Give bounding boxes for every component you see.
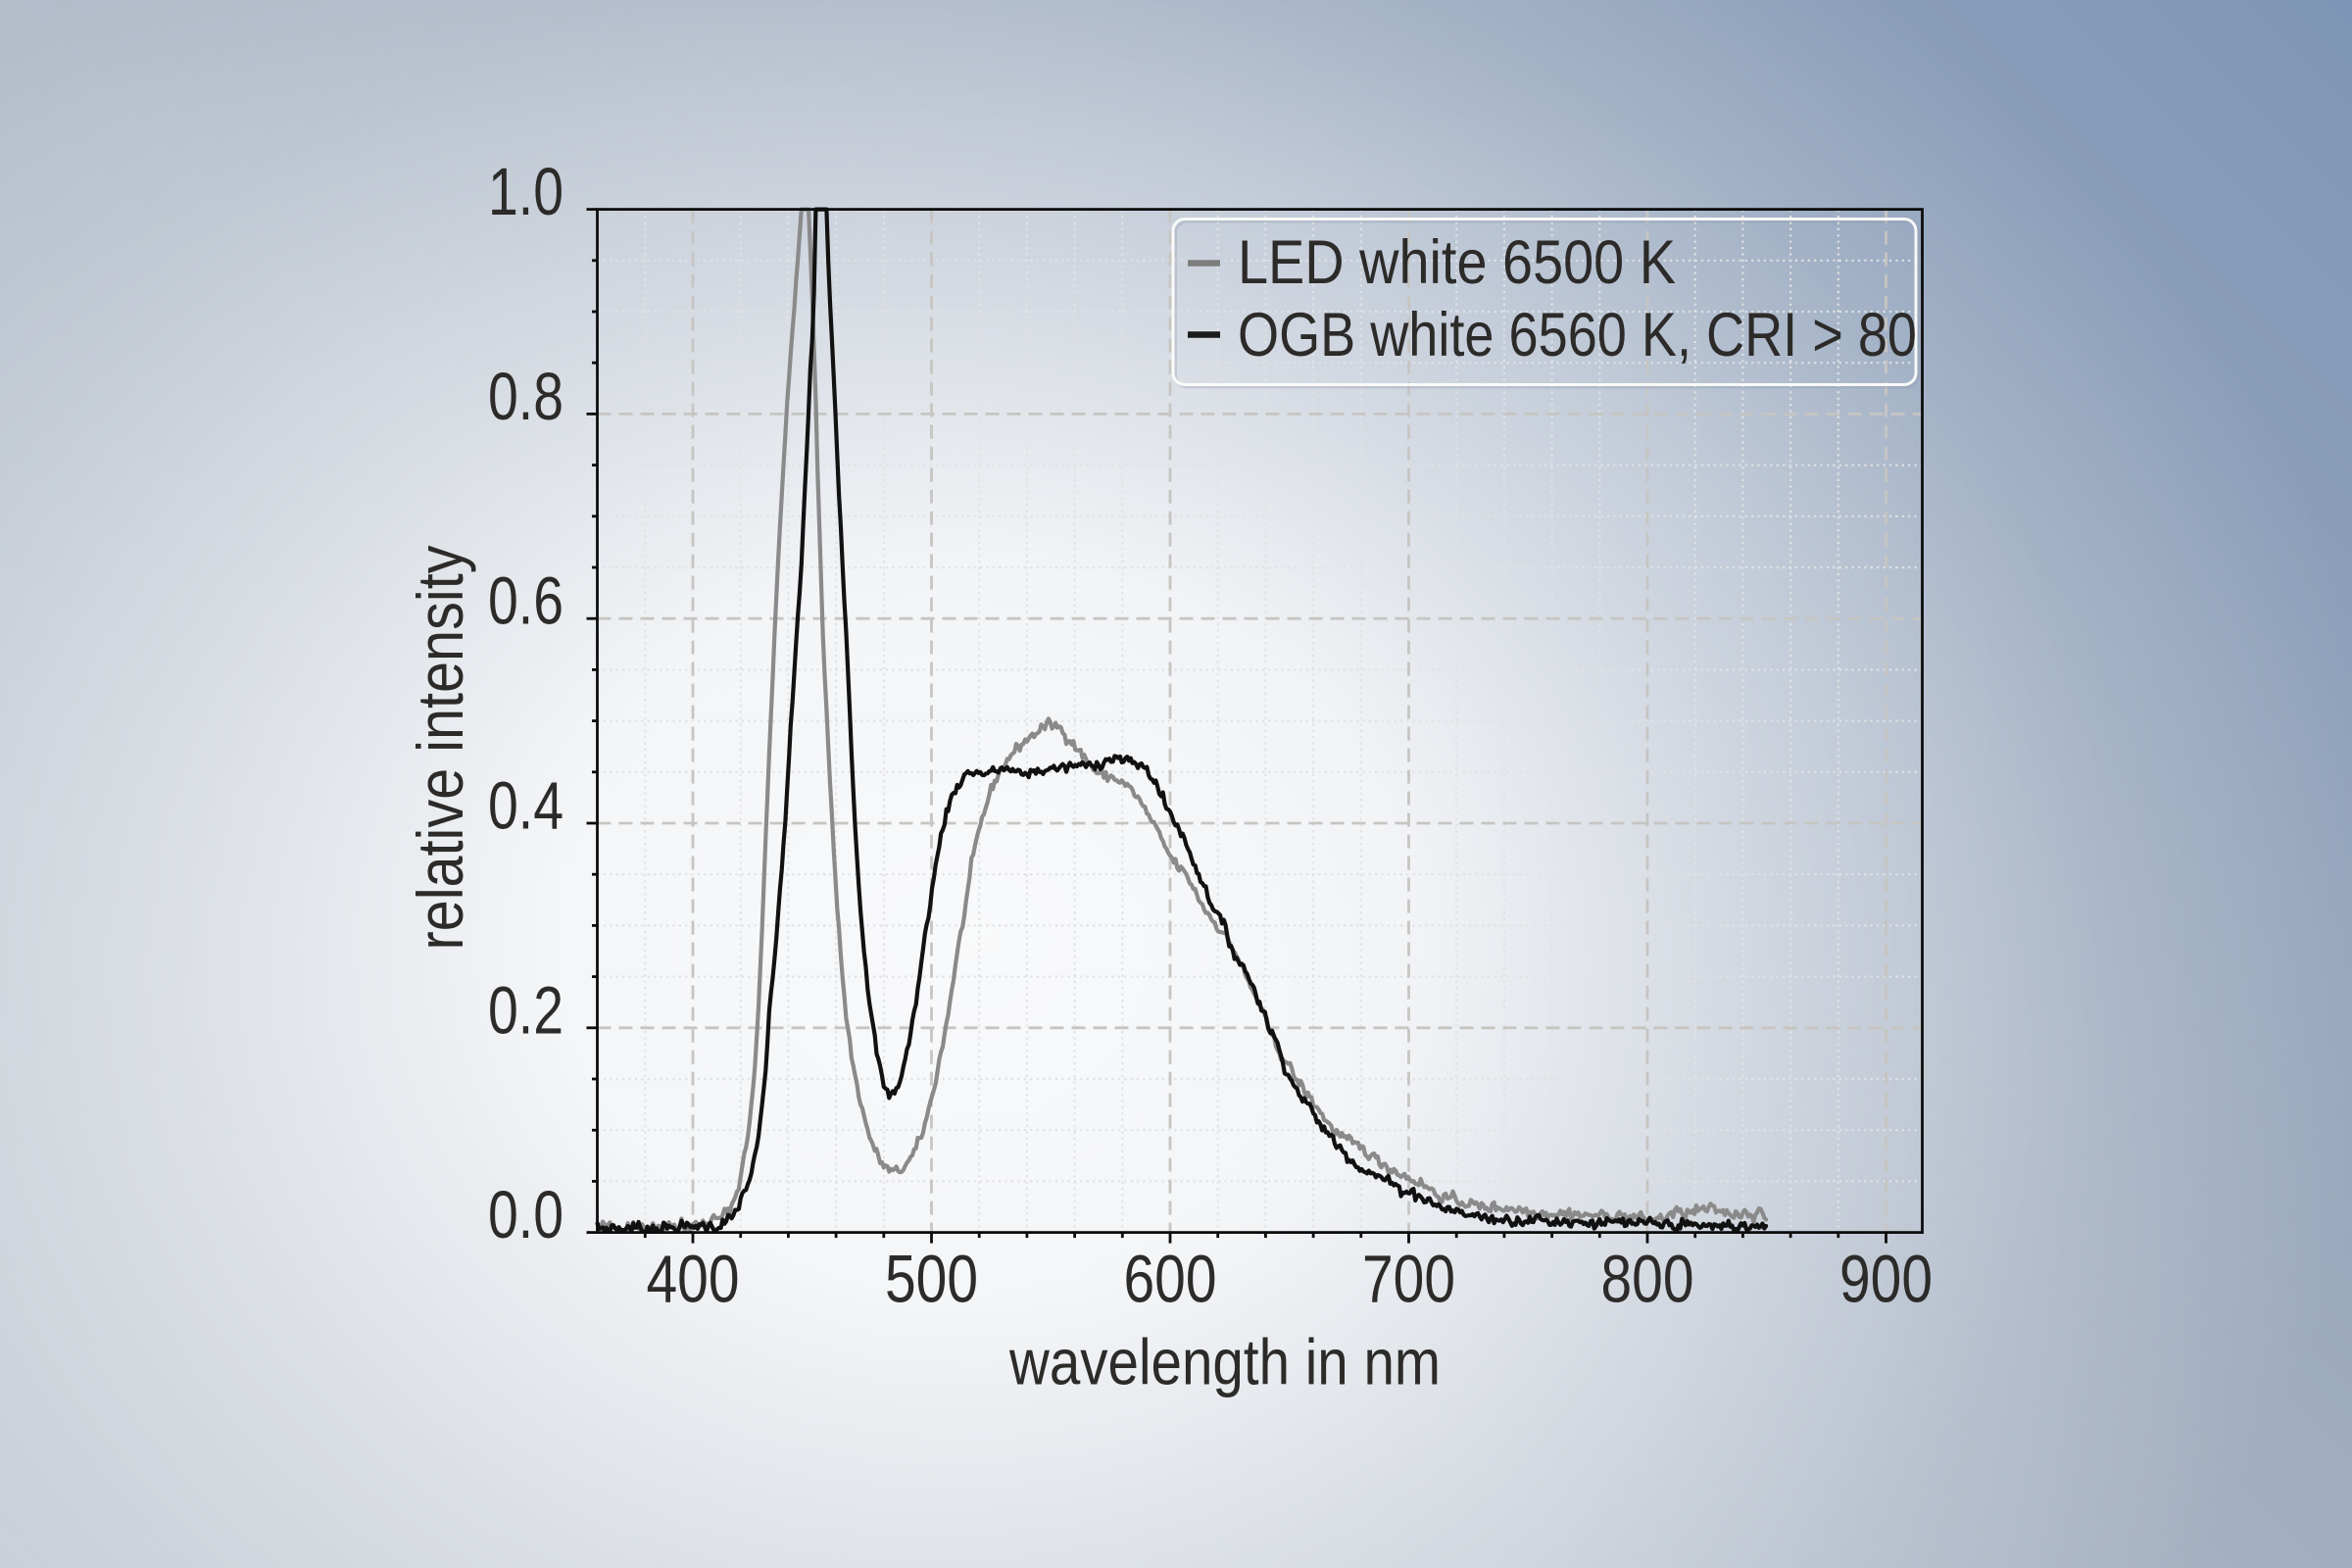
svg-text:0.6: 0.6	[488, 564, 564, 639]
svg-text:wavelength in nm: wavelength in nm	[1008, 1326, 1441, 1398]
svg-text:0.4: 0.4	[488, 768, 564, 844]
svg-text:400: 400	[647, 1242, 740, 1317]
svg-text:LED white 6500 K: LED white 6500 K	[1238, 228, 1676, 297]
svg-text:relative intensity: relative intensity	[404, 546, 476, 951]
svg-text:900: 900	[1839, 1242, 1933, 1317]
svg-text:600: 600	[1124, 1242, 1217, 1317]
svg-text:800: 800	[1601, 1242, 1694, 1317]
svg-text:1.0: 1.0	[488, 154, 564, 229]
svg-text:0.8: 0.8	[488, 359, 564, 434]
svg-text:0.0: 0.0	[488, 1177, 564, 1252]
svg-text:500: 500	[885, 1242, 978, 1317]
svg-text:700: 700	[1362, 1242, 1455, 1317]
svg-text:OGB white 6560 K, CRI > 80: OGB white 6560 K, CRI > 80	[1238, 301, 1917, 369]
svg-text:0.2: 0.2	[488, 972, 564, 1048]
